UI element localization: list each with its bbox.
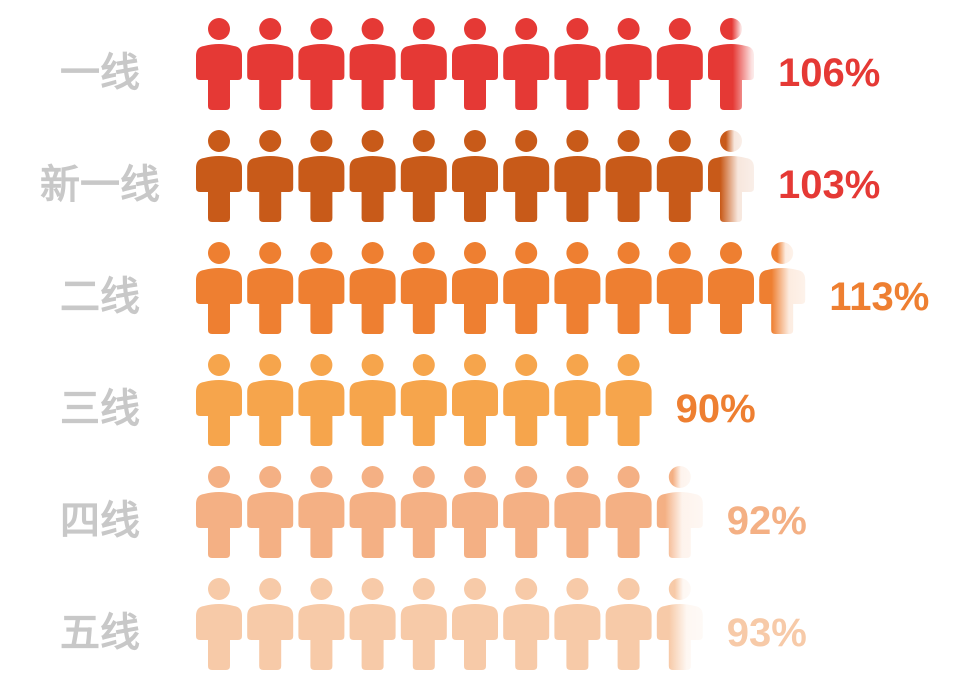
row-3: 三线 90% (60, 354, 756, 446)
person-icon (247, 242, 294, 334)
person-icon (247, 18, 294, 110)
person-icon (349, 578, 396, 670)
person-icon (605, 354, 652, 446)
person-icon (247, 466, 294, 558)
category-label: 新一线 (40, 162, 160, 208)
person-icon (554, 130, 601, 222)
person-icon (452, 466, 498, 558)
person-icon (196, 466, 242, 558)
person-icon (708, 130, 754, 222)
person-icon (247, 130, 294, 222)
person-icon (503, 18, 550, 110)
value-label: 90% (676, 387, 756, 431)
value-label: 106% (778, 51, 880, 95)
person-icon (349, 18, 396, 110)
person-icon (349, 354, 396, 446)
person-icon (452, 18, 498, 110)
person-icon (605, 18, 652, 110)
row-5: 五线 93% (60, 578, 807, 670)
person-icon (503, 578, 550, 670)
person-icon (452, 578, 498, 670)
person-icon (708, 18, 754, 110)
row-2: 二线 113% (60, 242, 929, 334)
person-icon (298, 130, 345, 222)
person-icon (554, 578, 601, 670)
person-icon (400, 466, 447, 558)
person-icon (605, 578, 652, 670)
person-icon (196, 354, 242, 446)
person-icon (400, 354, 447, 446)
person-icon (554, 18, 601, 110)
value-label: 93% (727, 611, 807, 655)
person-icon (503, 130, 550, 222)
person-icon (503, 354, 550, 446)
category-label: 一线 (60, 50, 140, 96)
value-label: 92% (727, 499, 807, 543)
person-icon (298, 18, 345, 110)
person-icon (656, 130, 703, 222)
row-1: 新一线 103% (40, 130, 880, 222)
value-label: 103% (778, 163, 880, 207)
person-icon (656, 466, 703, 558)
person-icon (349, 466, 396, 558)
person-icon (656, 18, 703, 110)
person-icon (247, 578, 294, 670)
person-icon (196, 242, 242, 334)
person-icon (452, 130, 498, 222)
person-icon (400, 578, 447, 670)
category-label: 五线 (60, 610, 140, 656)
person-icon (554, 466, 601, 558)
category-label: 二线 (60, 274, 140, 320)
person-icon (708, 242, 754, 334)
category-label: 三线 (60, 386, 140, 432)
person-icon (605, 130, 652, 222)
person-icon (656, 578, 703, 670)
person-icon (554, 242, 601, 334)
person-icon (400, 130, 447, 222)
person-icon (605, 466, 652, 558)
row-4: 四线 92% (60, 466, 807, 558)
person-icon (349, 242, 396, 334)
person-icon (196, 578, 242, 670)
person-icon (759, 242, 806, 334)
person-icon (605, 242, 652, 334)
person-icon (554, 354, 601, 446)
person-icon (196, 18, 242, 110)
person-icon (400, 242, 447, 334)
person-icon (298, 466, 345, 558)
person-icon (196, 130, 242, 222)
person-icon (503, 242, 550, 334)
person-icon (298, 578, 345, 670)
person-icon (298, 242, 345, 334)
person-icon (298, 354, 345, 446)
person-icon (503, 466, 550, 558)
person-icon (656, 242, 703, 334)
person-icon (452, 354, 498, 446)
person-icon (452, 242, 498, 334)
value-label: 113% (829, 275, 929, 319)
row-0: 一线 106% (60, 18, 880, 110)
person-icon (349, 130, 396, 222)
category-label: 四线 (60, 498, 140, 544)
person-icon (400, 18, 447, 110)
person-icon (247, 354, 294, 446)
